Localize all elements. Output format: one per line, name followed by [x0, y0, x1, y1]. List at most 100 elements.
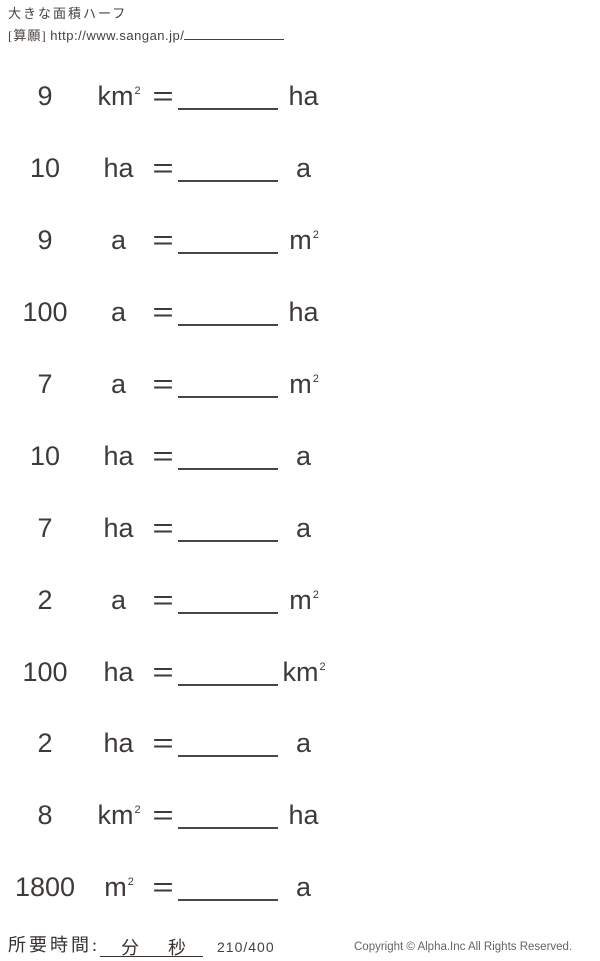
answer-blank[interactable]	[178, 227, 278, 255]
unit-base: ha	[103, 656, 134, 687]
unit-base: a	[295, 153, 312, 184]
problem-row-6: 10 ha = a	[0, 420, 600, 492]
answer-blank[interactable]	[178, 659, 278, 686]
unit-base: ha	[288, 297, 319, 328]
equals-sign: =	[152, 440, 174, 471]
problem-value: 1800	[14, 872, 76, 903]
problem-unit: a	[90, 225, 148, 256]
problem-value: 9	[37, 225, 53, 256]
unit-base: a	[110, 225, 127, 256]
answer-blank[interactable]	[178, 730, 278, 758]
answer-blank[interactable]	[178, 443, 278, 470]
page-indicator: 210/400	[217, 939, 275, 955]
problem-unit: a	[90, 369, 148, 400]
problem-unit: a	[90, 297, 148, 328]
unit-base: a	[295, 728, 312, 759]
copyright-notice: Copyright © Alpha.Inc All Rights Reserve…	[354, 941, 573, 953]
answer-unit: a	[282, 513, 326, 544]
answer-blank[interactable]	[178, 515, 278, 542]
problem-unit: ha	[90, 728, 148, 759]
problem-row-11: 8 km2 = ha	[0, 780, 600, 852]
problem-value: 10	[29, 440, 61, 471]
unit-base: ha	[103, 153, 134, 184]
problem-value: 2	[37, 584, 53, 615]
answer-unit: a	[282, 728, 326, 759]
unit-base: km	[282, 656, 319, 687]
unit-superscript: 2	[319, 660, 326, 673]
answer-unit: m2	[282, 585, 326, 616]
minutes-label: 分	[121, 938, 140, 958]
problem-row-5: 7 a = m2	[0, 349, 600, 421]
problem-value: 7	[37, 369, 53, 399]
equals-sign: =	[152, 656, 174, 687]
answer-unit: ha	[282, 297, 326, 328]
unit-base: ha	[288, 81, 319, 112]
source-label: [算願]	[8, 28, 47, 43]
unit-base: m	[289, 584, 312, 615]
problem-unit: ha	[90, 513, 148, 544]
unit-base: a	[110, 297, 127, 328]
problem-unit: m2	[90, 872, 148, 903]
equals-sign: =	[152, 512, 174, 543]
unit-base: m	[289, 225, 312, 256]
problem-row-2: 10 ha = a	[0, 133, 600, 205]
problem-row-8: 2 a = m2	[0, 564, 600, 636]
time-taken-label: 所要時間:	[8, 935, 101, 955]
problem-row-9: 100 ha = km2	[0, 636, 600, 708]
answer-unit: m2	[282, 369, 326, 400]
answer-unit: a	[282, 872, 326, 903]
answer-unit: km2	[282, 657, 326, 688]
answer-blank[interactable]	[178, 155, 278, 183]
worksheet-title: 大きな面積ハーフ	[8, 6, 128, 21]
answer-blank[interactable]	[178, 83, 278, 111]
problem-value: 10	[29, 153, 61, 184]
unit-base: a	[295, 512, 312, 543]
equals-sign: =	[152, 584, 174, 615]
problem-unit: km2	[90, 81, 148, 112]
problem-unit: ha	[90, 441, 148, 472]
unit-superscript: 2	[312, 373, 319, 385]
source-line: [算願] http://www.sangan.jp/	[8, 25, 285, 44]
problem-row-4: 100 a = ha	[0, 277, 600, 349]
source-url: http://www.sangan.jp/	[50, 28, 185, 43]
unit-base: ha	[103, 512, 134, 543]
problem-unit: km2	[90, 800, 148, 831]
equals-sign: =	[152, 872, 174, 903]
unit-base: m	[104, 872, 127, 903]
answer-blank[interactable]	[178, 874, 278, 902]
problem-unit: ha	[90, 153, 148, 184]
answer-blank[interactable]	[178, 299, 278, 327]
problem-unit: a	[90, 585, 148, 616]
answer-blank[interactable]	[178, 802, 278, 830]
unit-base: m	[289, 369, 312, 399]
equals-sign: =	[152, 153, 174, 184]
equals-sign: =	[152, 225, 174, 256]
answer-blank[interactable]	[178, 371, 278, 398]
unit-superscript: 2	[312, 588, 319, 601]
problem-row-1: 9 km2 = ha	[0, 61, 600, 133]
time-blank-line[interactable]: 分秒	[100, 934, 204, 958]
worksheet-header: 大きな面積ハーフ [算願] http://www.sangan.jp/	[8, 3, 285, 44]
unit-base: a	[110, 369, 127, 399]
problem-list: 9 km2 = ha 10 ha = a 9 a = m2 100 a = ha…	[0, 61, 600, 924]
answer-unit: ha	[282, 81, 326, 112]
equals-sign: =	[152, 728, 174, 759]
equals-sign: =	[152, 81, 174, 112]
unit-base: a	[110, 584, 127, 615]
equals-sign: =	[152, 800, 174, 831]
problem-row-3: 9 a = m2	[0, 205, 600, 277]
problem-value: 8	[37, 800, 53, 831]
name-blank-line[interactable]	[184, 27, 285, 40]
answer-unit: ha	[282, 800, 326, 831]
answer-unit: a	[282, 153, 326, 184]
answer-unit: m2	[282, 225, 326, 256]
unit-base: km	[97, 81, 134, 112]
unit-base: a	[295, 440, 312, 471]
answer-blank[interactable]	[178, 587, 278, 614]
time-taken-field: 所要時間: 分秒	[8, 931, 204, 958]
unit-base: ha	[288, 800, 319, 831]
equals-sign: =	[152, 369, 174, 399]
problem-row-10: 2 ha = a	[0, 708, 600, 780]
problem-row-7: 7 ha = a	[0, 492, 600, 564]
problem-value: 100	[22, 297, 68, 328]
